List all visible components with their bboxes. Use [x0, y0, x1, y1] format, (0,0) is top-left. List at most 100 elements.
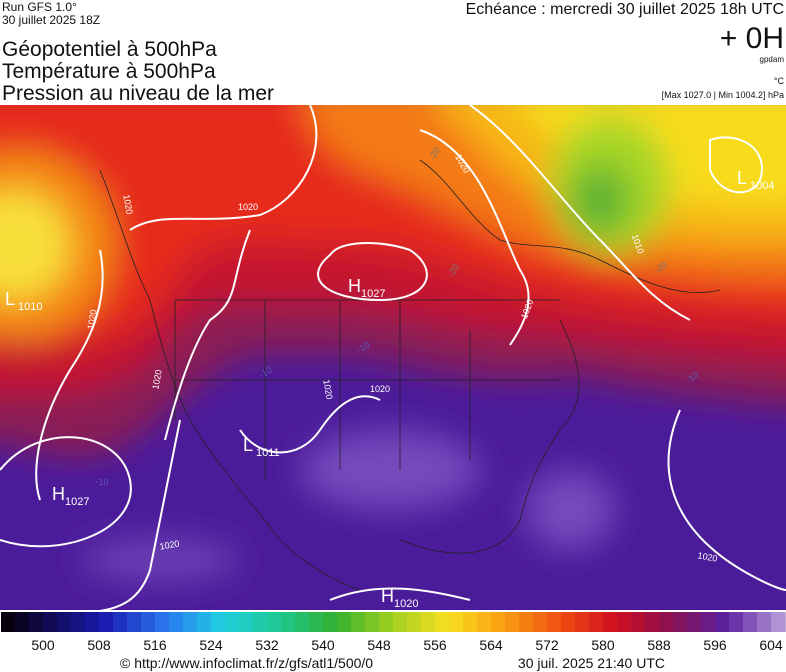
colorbar-swatch [491, 612, 506, 632]
colorbar-swatch [519, 612, 534, 632]
colorbar-swatch [757, 612, 772, 632]
colorbar-swatch [575, 612, 590, 632]
colorbar-swatch [71, 612, 86, 632]
colorbar: 500 508 516 524 532 540 548 556 564 572 580 588 596 6… [1, 612, 786, 653]
colorbar-swatch [687, 612, 702, 632]
center-letter: L [243, 435, 253, 455]
colorbar-tick-label: 580 [591, 637, 615, 653]
colorbar-swatch [715, 612, 730, 632]
colorbar-swatch [617, 612, 632, 632]
colorbar-swatch [253, 612, 268, 632]
center-value: 1027 [65, 496, 89, 508]
isobar-label: 1020 [321, 379, 334, 400]
colorbar-swatch [547, 612, 562, 632]
colorbar-tick-label: 500 [31, 637, 55, 653]
isobar-label: 1020 [238, 202, 258, 212]
colorbar-swatch [673, 612, 688, 632]
colorbar-swatch [407, 612, 422, 632]
run-date: 30 juillet 2025 18Z [2, 13, 100, 27]
unit-gpdam: gpdam [760, 55, 785, 64]
center-value: 1010 [18, 301, 42, 313]
offset: + 0H [720, 22, 784, 55]
center-value: 1011 [256, 447, 280, 459]
colorbar-tick-label: 532 [255, 637, 279, 653]
center-letter: H [52, 484, 65, 504]
colorbar-swatch [337, 612, 352, 632]
colorbar-swatch [85, 612, 100, 632]
isobar-label: 1020 [121, 194, 134, 215]
center-letter: H [348, 276, 361, 296]
colorbar-swatch [449, 612, 464, 632]
pressure-center: L 1011 [243, 435, 280, 459]
colorbar-tick-label: 572 [535, 637, 559, 653]
colorbar-swatch [29, 612, 44, 632]
colorbar-swatch [211, 612, 226, 632]
colorbar-tick-label: 524 [199, 637, 223, 653]
title-2: Température à 500hPa [2, 60, 216, 83]
colorbar-swatch [603, 612, 618, 632]
echeance: Echéance : mercredi 30 juillet 2025 18h … [466, 1, 784, 18]
center-value: 1004 [750, 180, 774, 192]
footer-timestamp: 30 juil. 2025 21:40 UTC [518, 655, 665, 671]
colorbar-swatch [169, 612, 184, 632]
colorbar-tick-label: 548 [367, 637, 391, 653]
colorbar-swatch [421, 612, 436, 632]
colorbar-swatch [183, 612, 198, 632]
colorbar-swatch [659, 612, 674, 632]
colorbar-swatch [57, 612, 72, 632]
map [0, 105, 786, 610]
colorbar-swatch [15, 612, 30, 632]
footer-source: © http://www.infoclimat.fr/z/gfs/atl1/50… [120, 655, 373, 671]
colorbar-swatch [99, 612, 114, 632]
colorbar-swatch [197, 612, 212, 632]
colorbar-swatch [379, 612, 394, 632]
pressure-center: H 1027 [52, 484, 89, 508]
colorbar-swatch [645, 612, 660, 632]
colorbar-swatch [533, 612, 548, 632]
center-letter: H [381, 586, 394, 606]
colorbar-swatch [281, 612, 296, 632]
isobar-label: 1020 [150, 369, 163, 390]
pressure-range: [Max 1027.0 | Min 1004.2] hPa [662, 90, 784, 100]
pressure-center: L 1004 [737, 168, 774, 192]
colorbar-swatch [141, 612, 156, 632]
colorbar-swatch [463, 612, 478, 632]
colorbar-swatch [743, 612, 758, 632]
colorbar-swatch [701, 612, 716, 632]
colorbar-swatch [365, 612, 380, 632]
pressure-center: H 1020 [381, 586, 418, 610]
colorbar-swatch [589, 612, 604, 632]
colorbar-tick-label: 540 [311, 637, 335, 653]
isobar-label: 1020 [370, 384, 390, 394]
colorbar-swatch [631, 612, 646, 632]
pressure-center: L 1010 [5, 289, 42, 313]
colorbar-swatch [435, 612, 450, 632]
colorbar-tick-label: 588 [647, 637, 671, 653]
colorbar-swatch [323, 612, 338, 632]
colorbar-swatch [477, 612, 492, 632]
title-3: Pression au niveau de la mer [2, 82, 274, 105]
colorbar-swatch [1, 612, 16, 632]
run-label: Run GFS 1.0° [2, 0, 77, 14]
colorbar-swatch [155, 612, 170, 632]
colorbar-swatch [351, 612, 366, 632]
colorbar-swatch [267, 612, 282, 632]
colorbar-swatch [393, 612, 408, 632]
colorbar-tick-label: 516 [143, 637, 167, 653]
colorbar-tick-label: 564 [479, 637, 503, 653]
center-letter: L [5, 289, 15, 309]
colorbar-swatch [729, 612, 744, 632]
unit-celsius: °C [774, 76, 785, 86]
colorbar-swatch [43, 612, 58, 632]
pressure-center: H 1027 [348, 276, 385, 300]
colorbar-swatch [239, 612, 254, 632]
colorbar-tick-label: 556 [423, 637, 447, 653]
colorbar-swatch [309, 612, 324, 632]
center-letter: L [737, 168, 747, 188]
temp-label: -10 [95, 477, 108, 487]
isobar-label: 1020 [159, 538, 180, 551]
colorbar-swatch [505, 612, 520, 632]
center-value: 1020 [394, 598, 418, 610]
